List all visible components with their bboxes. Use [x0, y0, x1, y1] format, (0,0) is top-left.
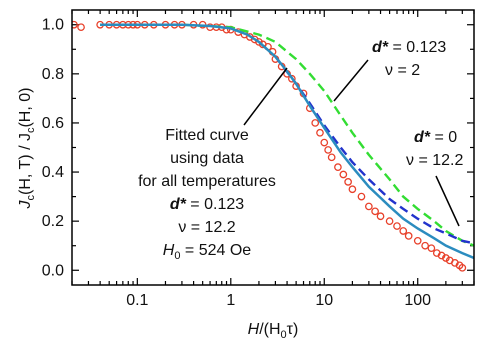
data-point: [393, 222, 401, 230]
annotation-green: d* = 0.123 ν = 2: [333, 39, 446, 102]
annotation-fit-h0: H0 = 524 Oe: [163, 242, 252, 262]
data-point: [421, 241, 429, 250]
data-point: [287, 74, 296, 83]
y-tick-label: 0.4: [42, 164, 64, 181]
annotation-fit: Fitted curve using data for all temperat…: [138, 67, 288, 262]
annotation-fit-line-3: for all temperatures: [138, 173, 276, 190]
data-point: [316, 128, 324, 137]
annotation-blue-arrow: [435, 175, 460, 227]
data-point: [365, 202, 373, 211]
data-point: [320, 138, 329, 147]
data-point: [348, 185, 357, 194]
x-tick-label: 100: [404, 292, 431, 309]
annotation-fit-d: d* = 0.123: [170, 196, 244, 213]
annotation-blue-nu: ν = 12.2: [406, 152, 463, 169]
annotation-fit-line-1: Fitted curve: [165, 127, 249, 144]
y-axis-ticks: 0.0 0.2 0.4 0.6 0.8 1.0: [42, 17, 474, 279]
annotation-green-d: d* = 0.123: [372, 39, 446, 56]
data-point: [371, 207, 379, 216]
x-axis-ticks: 0.1 1 10 100: [71, 10, 475, 309]
data-point: [399, 227, 408, 235]
data-point: [344, 178, 352, 186]
series-layer: [72, 20, 474, 272]
data-point: [376, 212, 385, 221]
data-point: [311, 119, 320, 127]
annotation-fit-nu: ν = 12.2: [178, 219, 235, 236]
data-point: [357, 192, 366, 201]
data-point: [334, 163, 342, 171]
data-point: [324, 146, 332, 154]
y-axis-title: Jc(H, T) / Jc(H, 0): [17, 88, 37, 210]
x-axis-title: H/(H0τ): [248, 321, 299, 341]
annotation-blue: d* = 0 ν = 12.2: [406, 129, 463, 227]
data-point: [385, 217, 394, 226]
data-point: [327, 153, 336, 162]
data-point: [442, 254, 450, 262]
y-tick-label: 0.8: [42, 66, 64, 83]
dashed-curve-line: [100, 23, 474, 247]
annotation-blue-d: d* = 0: [414, 129, 457, 146]
plot-frame: [71, 9, 475, 286]
annotation-fit-line-2: using data: [170, 150, 244, 167]
data-point: [72, 20, 78, 29]
annotation-green-nu: ν = 2: [385, 62, 420, 79]
x-tick-label: 10: [315, 292, 333, 309]
y-tick-label: 1.0: [42, 17, 64, 34]
data-point: [339, 170, 348, 179]
y-tick-label: 0.2: [42, 213, 64, 230]
data-point: [77, 23, 85, 32]
y-tick-label: 0.6: [42, 115, 64, 132]
annotation-green-arrow: [333, 59, 369, 102]
fitted-curve-line: [100, 23, 474, 260]
x-tick-label: 1: [226, 292, 235, 309]
data-point: [427, 244, 436, 253]
annotation-fit-arrow: [243, 67, 288, 126]
dashed-curve-line: [274, 55, 474, 245]
data-point: [413, 236, 422, 245]
data-point: [458, 263, 467, 272]
y-tick-label: 0.0: [42, 262, 64, 279]
data-point: [404, 232, 413, 240]
x-tick-label: 0.1: [126, 292, 148, 309]
data-point: [255, 38, 263, 46]
